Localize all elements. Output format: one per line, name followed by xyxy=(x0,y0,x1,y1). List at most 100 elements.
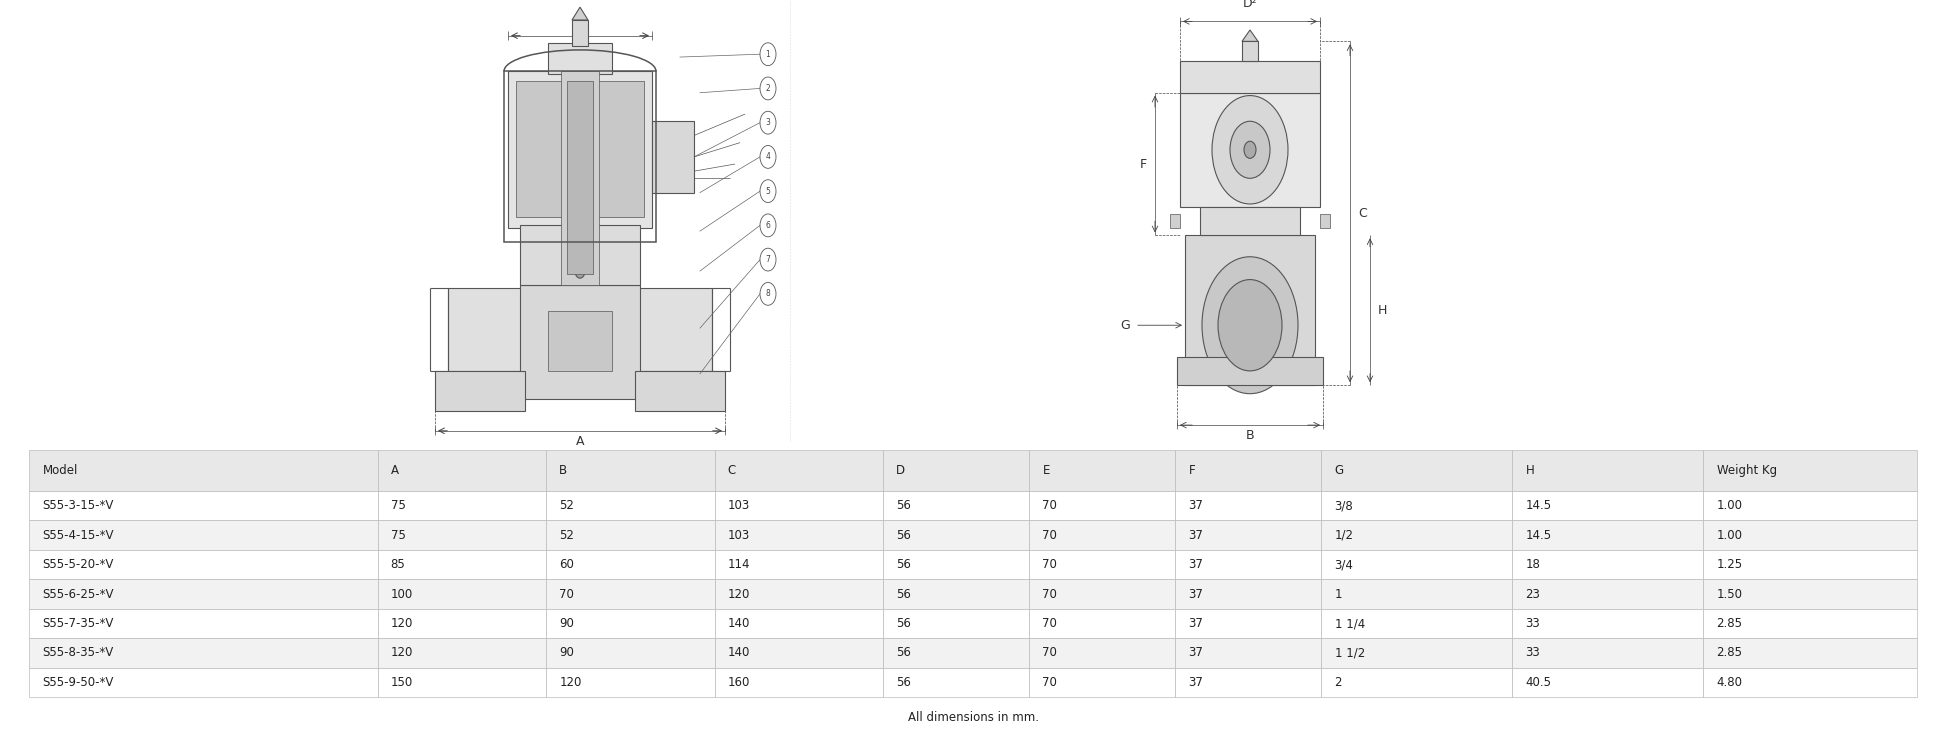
Bar xyxy=(549,43,611,74)
Bar xyxy=(1175,609,1321,638)
Text: 37: 37 xyxy=(1189,676,1203,689)
Text: E: E xyxy=(1043,464,1049,477)
Text: 120: 120 xyxy=(559,676,582,689)
Bar xyxy=(1321,668,1512,697)
Text: 18: 18 xyxy=(1526,558,1541,571)
Bar xyxy=(378,638,547,668)
Bar xyxy=(436,371,525,411)
Text: 23: 23 xyxy=(1526,587,1541,601)
Circle shape xyxy=(570,256,590,285)
Bar xyxy=(29,450,378,491)
Bar xyxy=(378,550,547,579)
Circle shape xyxy=(761,145,776,168)
Text: 70: 70 xyxy=(1043,528,1057,542)
Bar xyxy=(1703,579,1917,609)
Text: B: B xyxy=(1245,430,1255,442)
Text: 70: 70 xyxy=(1043,676,1057,689)
Bar xyxy=(547,638,714,668)
Text: 1.00: 1.00 xyxy=(1716,499,1742,512)
Bar xyxy=(1175,638,1321,668)
Bar xyxy=(883,450,1029,491)
Text: 14.5: 14.5 xyxy=(1526,528,1551,542)
Bar xyxy=(1321,550,1512,579)
Bar xyxy=(1029,450,1175,491)
Circle shape xyxy=(761,214,776,237)
Text: H: H xyxy=(1378,304,1387,318)
Bar xyxy=(1512,491,1703,520)
Text: 3/8: 3/8 xyxy=(1335,499,1352,512)
Circle shape xyxy=(761,180,776,203)
Bar xyxy=(883,520,1029,550)
Circle shape xyxy=(1203,256,1298,394)
Bar xyxy=(1029,550,1175,579)
Circle shape xyxy=(1218,279,1282,371)
Bar xyxy=(1242,41,1257,61)
Bar xyxy=(1512,450,1703,491)
Bar xyxy=(714,550,883,579)
Bar xyxy=(547,668,714,697)
Text: 1 1/2: 1 1/2 xyxy=(1335,646,1364,660)
Text: Model: Model xyxy=(43,464,78,477)
Bar xyxy=(1321,579,1512,609)
Text: 1.00: 1.00 xyxy=(1716,528,1742,542)
Bar xyxy=(1175,520,1321,550)
Bar xyxy=(547,550,714,579)
Bar xyxy=(1319,214,1329,228)
Circle shape xyxy=(761,43,776,66)
Bar xyxy=(652,122,695,192)
Text: 60: 60 xyxy=(559,558,574,571)
Bar xyxy=(1179,61,1319,93)
Bar xyxy=(549,311,611,371)
Text: 56: 56 xyxy=(897,587,911,601)
Text: Weight Kg: Weight Kg xyxy=(1716,464,1777,477)
Text: 1/2: 1/2 xyxy=(1335,528,1354,542)
Bar xyxy=(1321,520,1512,550)
Bar xyxy=(1029,668,1175,697)
Text: C: C xyxy=(728,464,736,477)
Bar xyxy=(883,579,1029,609)
Bar xyxy=(29,579,378,609)
Text: 70: 70 xyxy=(1043,617,1057,630)
Bar xyxy=(1703,550,1917,579)
Bar xyxy=(714,520,883,550)
Bar xyxy=(572,20,588,46)
Bar xyxy=(547,520,714,550)
Bar xyxy=(448,288,527,371)
Text: 56: 56 xyxy=(897,676,911,689)
Polygon shape xyxy=(1242,30,1257,41)
Text: S55-8-35-*V: S55-8-35-*V xyxy=(43,646,113,660)
Bar xyxy=(714,609,883,638)
Bar xyxy=(29,638,378,668)
Bar xyxy=(1512,668,1703,697)
Bar xyxy=(632,288,712,371)
Text: 75: 75 xyxy=(391,528,405,542)
Text: 8: 8 xyxy=(765,290,771,298)
Text: 56: 56 xyxy=(897,499,911,512)
Bar xyxy=(1175,579,1321,609)
Bar xyxy=(883,638,1029,668)
Bar xyxy=(1512,579,1703,609)
Text: 37: 37 xyxy=(1189,646,1203,660)
Text: 140: 140 xyxy=(728,617,749,630)
Bar xyxy=(1512,638,1703,668)
Bar xyxy=(1321,609,1512,638)
Bar xyxy=(504,71,656,242)
Text: 4: 4 xyxy=(765,153,771,161)
Text: F: F xyxy=(1140,158,1146,170)
Text: 150: 150 xyxy=(391,676,413,689)
Text: B: B xyxy=(559,464,568,477)
Text: 2.85: 2.85 xyxy=(1716,646,1742,660)
Text: 103: 103 xyxy=(728,499,749,512)
Bar xyxy=(883,491,1029,520)
Text: 40.5: 40.5 xyxy=(1526,676,1551,689)
Bar xyxy=(378,520,547,550)
Circle shape xyxy=(761,111,776,134)
Bar xyxy=(29,491,378,520)
Text: C: C xyxy=(1358,208,1366,220)
Bar xyxy=(1201,207,1300,235)
Bar xyxy=(1175,550,1321,579)
Text: G: G xyxy=(1121,318,1131,332)
Text: 70: 70 xyxy=(1043,646,1057,660)
Bar xyxy=(378,579,547,609)
Bar xyxy=(520,226,640,285)
